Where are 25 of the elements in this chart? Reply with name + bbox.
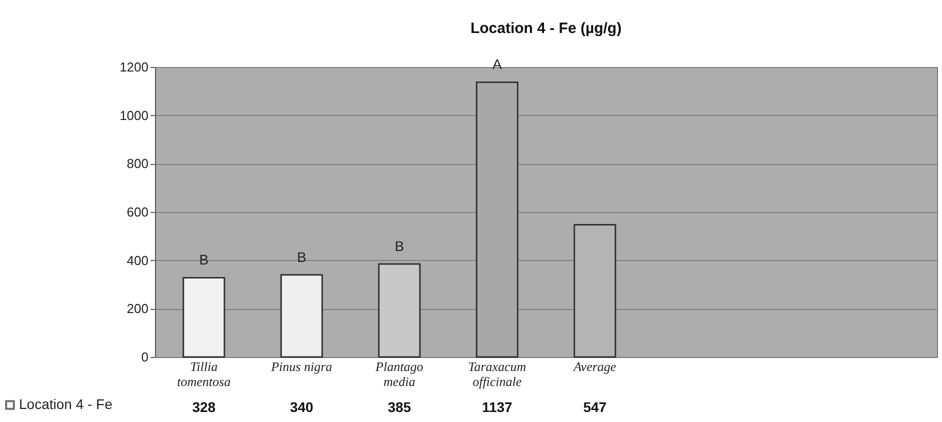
x-tick-label: Tillia tomentosa <box>177 359 232 389</box>
data-label: 1137 <box>482 399 513 415</box>
bar <box>182 276 226 358</box>
y-tick-label: 200 <box>126 301 148 316</box>
data-label: 340 <box>290 399 314 415</box>
y-tick-label: 400 <box>126 252 148 268</box>
chart-title: Location 4 - Fe (µg/g) <box>470 20 622 38</box>
data-label: 328 <box>192 399 216 415</box>
data-label: 385 <box>388 399 412 415</box>
annotation: B <box>199 252 209 268</box>
data-label: 547 <box>583 399 607 415</box>
y-tick-label: 600 <box>126 204 148 220</box>
y-tick-label: 1000 <box>120 108 148 123</box>
x-tick-label: Plantago media <box>374 359 424 389</box>
y-tick-label: 800 <box>126 156 148 172</box>
x-tick-label: Taraxacum officinale <box>468 359 526 389</box>
x-tick-label: Average <box>572 359 616 374</box>
y-tick-label: 1200 <box>120 60 148 74</box>
annotation: B <box>394 238 404 254</box>
annotation: B <box>296 248 306 265</box>
bar <box>378 263 421 358</box>
legend-label: Location 4 - Fe <box>19 396 113 412</box>
x-tick-label: Pinus nigra <box>270 359 333 374</box>
bar <box>280 274 323 358</box>
y-tick-label: 0 <box>141 350 148 364</box>
